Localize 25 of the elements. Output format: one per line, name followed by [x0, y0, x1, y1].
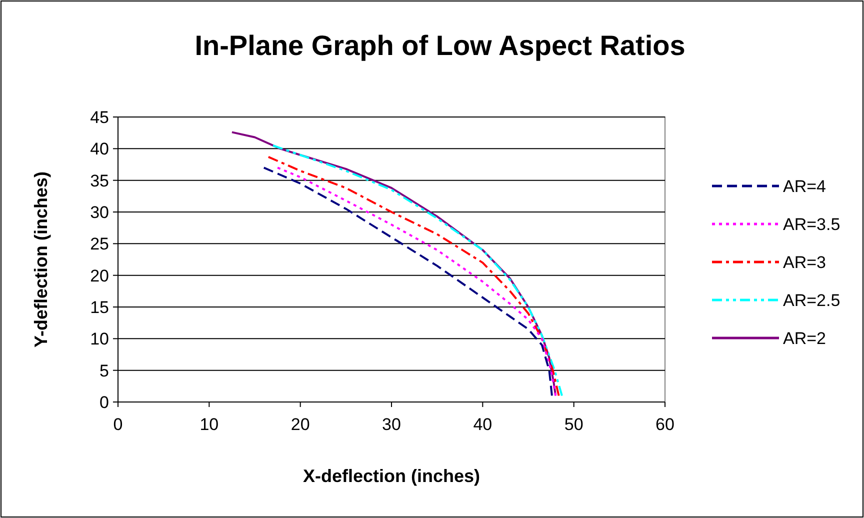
y-axis-title: Y-deflection (inches) [31, 171, 51, 348]
chart-title: In-Plane Graph of Low Aspect Ratios [194, 30, 686, 61]
y-tick-label: 45 [90, 108, 109, 127]
y-tick-label: 10 [90, 330, 109, 349]
y-tick-label: 30 [90, 202, 109, 222]
x-tick-label: 30 [382, 415, 401, 434]
x-tick-label: 40 [473, 415, 492, 434]
legend-label: AR=4 [783, 176, 826, 196]
x-tick-label: 10 [200, 415, 219, 434]
legend-label: AR=2.5 [783, 290, 840, 310]
legend-label: AR=3 [783, 252, 826, 272]
y-tick-label: 35 [90, 171, 109, 190]
y-tick-label: 40 [90, 140, 109, 159]
x-tick-label: 50 [564, 415, 584, 434]
y-tick-label: 0 [100, 392, 109, 412]
x-tick-label: 0 [113, 415, 123, 434]
legend-label: AR=2 [783, 328, 826, 348]
y-tick-label: 25 [90, 234, 109, 254]
x-tick-label: 20 [290, 415, 310, 434]
y-tick-label: 5 [100, 361, 109, 380]
y-tick-label: 15 [90, 298, 109, 317]
y-tick-label: 20 [90, 266, 109, 286]
x-axis-title: X-deflection (inches) [302, 466, 480, 486]
legend-label: AR=3.5 [783, 214, 840, 234]
x-tick-label: 60 [656, 415, 674, 434]
